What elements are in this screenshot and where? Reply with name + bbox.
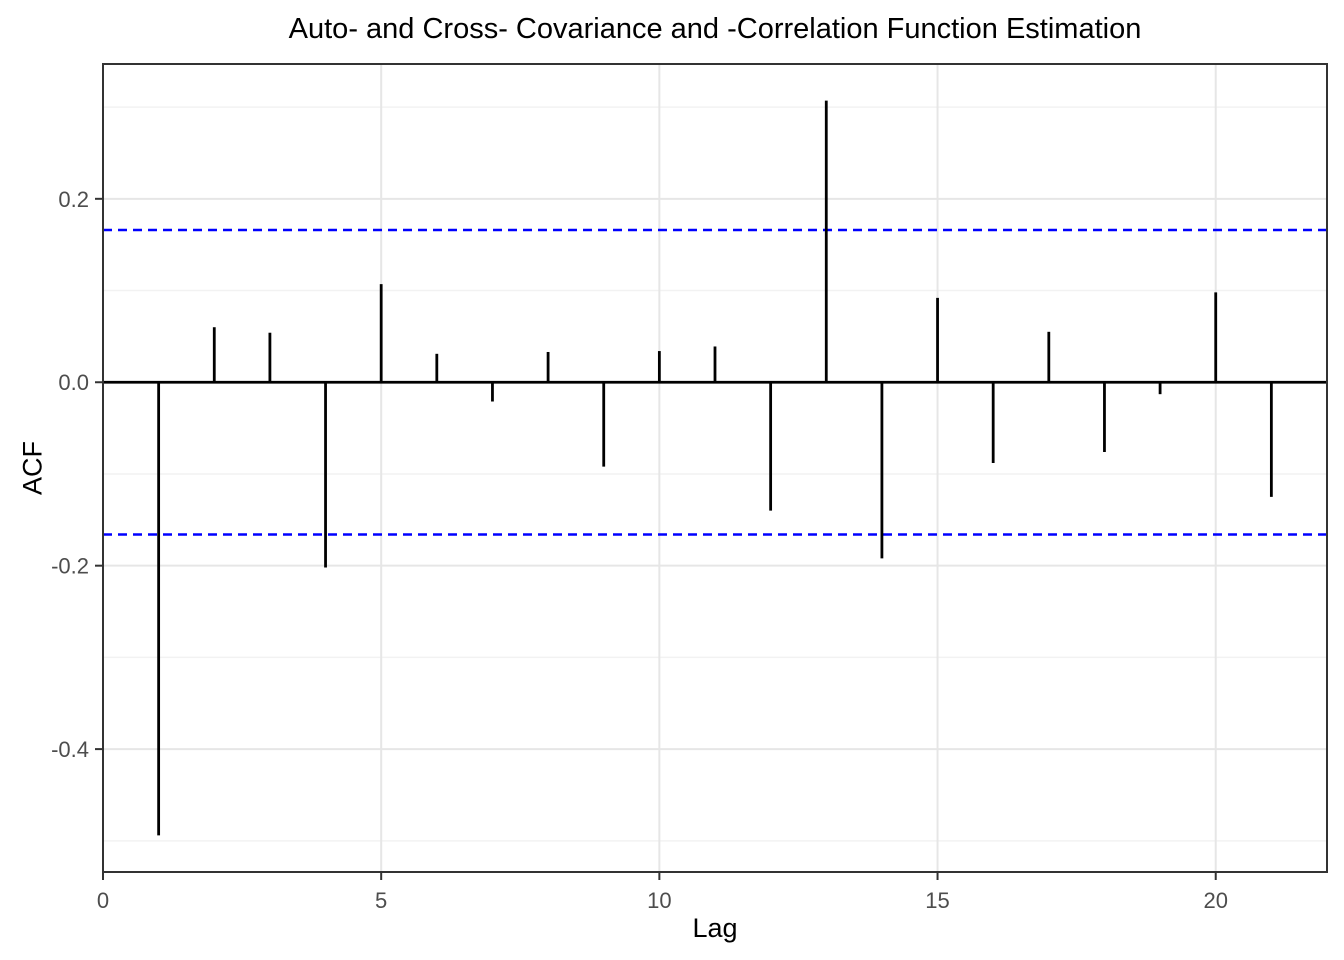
y-axis-tick-label: 0.0: [58, 370, 89, 395]
x-axis-tick-label: 15: [925, 888, 949, 913]
x-axis-tick-label: 20: [1203, 888, 1227, 913]
panel-border: [102, 63, 1328, 873]
y-axis-tick-label: 0.2: [58, 187, 89, 212]
y-axis-tick-label: -0.4: [51, 737, 89, 762]
y-axis-title: ACF: [17, 441, 48, 495]
x-axis-tick-label: 10: [647, 888, 671, 913]
chart-title: Auto- and Cross- Covariance and -Correla…: [288, 13, 1142, 45]
x-axis-title: Lag: [692, 913, 738, 943]
x-axis-tick-label: 0: [97, 888, 109, 913]
y-axis-tick-label: -0.2: [51, 554, 89, 579]
x-axis-tick-label: 5: [375, 888, 387, 913]
